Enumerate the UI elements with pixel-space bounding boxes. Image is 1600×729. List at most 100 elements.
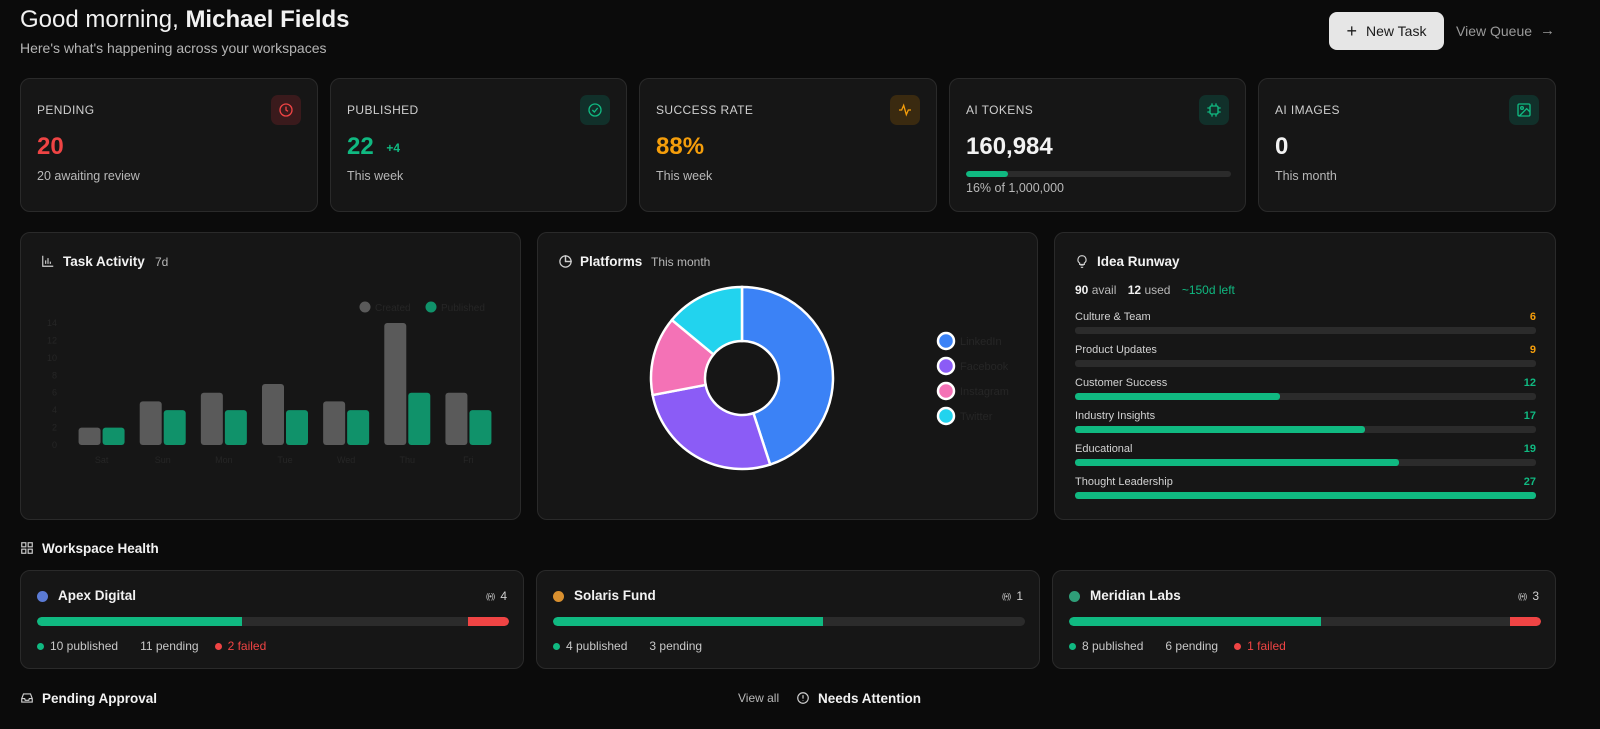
workspace-card[interactable]: Apex Digital ((•)) 4 10 published 11 pending… [20,570,524,669]
idea-category-row: Customer Success 12 [1075,377,1536,407]
token-usage-fill [966,171,1009,177]
bar-created[interactable] [384,323,407,445]
task-activity-panel: Task Activity 7d 0 2 4 6 8 10 12 14 Sat Sun Mon Tue… [20,232,521,520]
workspace-signal: ((•)) 3 [1518,589,1539,603]
legend-marker [936,406,956,426]
bar-created[interactable] [323,401,346,445]
view-all-link[interactable]: View all [738,691,780,705]
bar-created[interactable] [139,401,162,445]
stat-value: 0 [1275,133,1289,160]
stat-label: SUCCESS RATE [656,103,754,117]
idea-category-name: Culture & Team [1075,311,1151,323]
idea-category-bar [1075,426,1536,433]
x-tick-label: Mon [215,455,233,465]
workspace-status-dot [553,591,564,602]
bar-published[interactable] [286,410,308,445]
bar-published[interactable] [408,392,431,445]
bar-published[interactable] [224,410,247,445]
platforms-range: This month [651,255,711,269]
image-icon [1509,95,1539,125]
published-label: 8 published [1082,639,1144,653]
y-tick-label: 2 [52,423,57,433]
idea-category-count: 19 [1523,443,1536,455]
workspace-card[interactable]: Solaris Fund ((•)) 1 4 published 3 pending [536,570,1040,669]
page-header: Good morning, Michael Fields Here's what… [20,6,350,56]
bar-published[interactable] [163,410,186,445]
workspace-stats: 4 published 3 pending [553,639,718,653]
stat-label: AI IMAGES [1275,103,1340,117]
idea-category-count: 27 [1523,476,1536,488]
workspace-card[interactable]: Meridian Labs ((•)) 3 8 published 6 pending 1… [1052,570,1556,669]
pie-slice-twitter[interactable] [670,285,744,357]
idea-category-fill [1075,393,1280,400]
bar-created[interactable] [262,384,284,445]
stat-card-success-rate[interactable]: SUCCESS RATE 88% This week [639,78,937,212]
idea-category-row: Culture & Team 6 [1075,311,1536,341]
stat-sub: This week [347,169,404,183]
workspace-status-dot [1069,591,1080,602]
task-activity-title: Task Activity [63,254,145,269]
stat-sub: 20 awaiting review [37,169,140,183]
pie-slice-linkedin[interactable] [740,285,835,467]
idea-category-row: Industry Insights 17 [1075,410,1536,440]
stat-card-ai-images[interactable]: AI IMAGES 0 This month [1258,78,1556,212]
stat-card-pending[interactable]: PENDING 20 20 awaiting review [20,78,318,212]
idea-category-count: 12 [1523,377,1536,389]
grid-icon [20,541,34,560]
activity-icon [890,95,920,125]
y-tick-label: 4 [52,405,57,415]
bar-created[interactable] [200,392,223,445]
legend-marker [359,301,371,313]
stat-card-ai-tokens[interactable]: AI TOKENS 160,984 16% of 1,000,000 [949,78,1246,212]
published-label: 4 published [566,639,628,653]
greeting-subtitle: Here's what's happening across your work… [20,40,327,56]
bar-published[interactable] [102,427,125,445]
stat-card-published[interactable]: PUBLISHED 22 +4 This week [330,78,627,212]
idea-category-count: 6 [1529,311,1536,323]
idea-category-row: Thought Leadership 27 [1075,476,1536,506]
view-queue-link[interactable]: View Queue → [1456,22,1555,39]
inbox-icon [20,691,34,710]
used-count: 12 [1127,283,1142,297]
view-queue-label: View Queue [1456,22,1533,39]
published-segment [1069,617,1321,626]
plus-icon: + [1346,21,1358,41]
x-tick-label: Wed [337,455,355,465]
bar-published[interactable] [469,410,492,445]
idea-category-name: Thought Leadership [1075,476,1173,488]
workspace-name: Meridian Labs [1090,588,1181,603]
days-left-label: ~150d left [1181,283,1235,297]
workspace-status-dot [37,591,48,602]
bar-created[interactable] [445,392,468,445]
stat-sub: This week [656,169,713,183]
failed-count: 2 failed [214,639,267,653]
idea-runway-summary: 90 avail 12 used ~150d left [1075,283,1235,297]
new-task-button[interactable]: + New Task [1329,12,1444,50]
failed-label: 2 failed [227,639,267,653]
workspace-status-bar [1069,617,1541,626]
pending-count: 11 pending [140,639,199,653]
workspace-signal-count: 1 [1016,589,1023,603]
published-dot [1069,642,1076,650]
bar-chart-icon [41,254,55,273]
stat-value: 88% [656,133,705,160]
lightbulb-icon [1075,254,1089,274]
workspace-name: Solaris Fund [574,588,656,603]
legend-marker [936,331,956,351]
x-tick-label: Fri [463,455,474,465]
failed-label: 1 failed [1247,639,1286,653]
idea-category-fill [1075,459,1400,466]
y-tick-label: 12 [47,335,57,345]
bar-created[interactable] [78,427,101,445]
check-circle-icon [580,95,610,125]
failed-dot [214,642,222,650]
chip-icon [1199,95,1229,125]
alert-circle-icon [796,691,810,710]
x-tick-label: Thu [400,455,416,465]
bar-published[interactable] [347,410,370,445]
idea-category-bar [1075,360,1536,367]
pie-slice-facebook[interactable] [651,383,772,471]
published-count: 10 published [37,639,118,653]
failed-dot [1234,642,1242,650]
signal-icon: ((•)) [1517,591,1528,601]
